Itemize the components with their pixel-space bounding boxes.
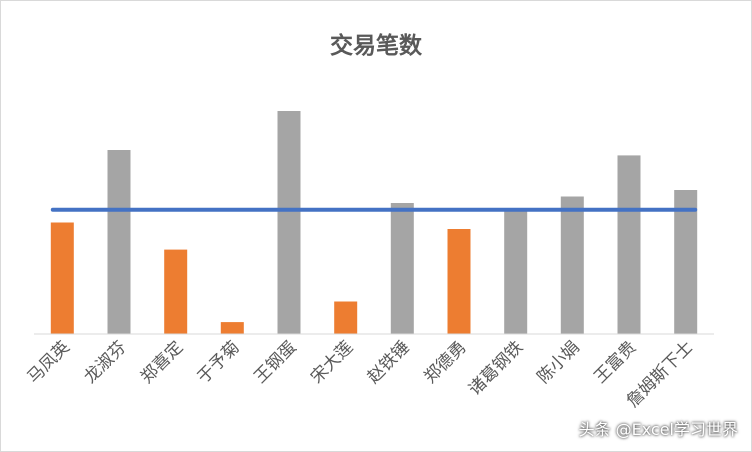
- x-tick-label: 宋大莲: [307, 337, 357, 387]
- x-tick-label: 郑喜定: [137, 337, 187, 387]
- bar: [674, 190, 698, 334]
- x-tick-label: 于予菊: [194, 337, 244, 387]
- x-tick-label: 王富贵: [590, 337, 640, 387]
- bar: [334, 301, 358, 334]
- bar: [560, 196, 584, 334]
- chart-title: 交易笔数: [330, 33, 422, 59]
- bar: [617, 155, 641, 334]
- x-tick-label: 诸葛钢铁: [465, 337, 527, 399]
- bar: [390, 203, 414, 334]
- bar: [164, 249, 188, 334]
- x-tick-label: 马凤英: [24, 337, 74, 387]
- x-tick-label: 郑德勇: [420, 337, 470, 387]
- x-tick-label: 王钢蛋: [250, 337, 300, 387]
- bar: [447, 229, 471, 334]
- bar: [220, 322, 244, 334]
- watermark: 头条 @Excel学习世界: [578, 420, 738, 439]
- bar: [50, 222, 74, 334]
- x-tick-label: 赵铁锤: [364, 337, 414, 387]
- bar: [107, 150, 131, 334]
- x-tick-label: 陈小娟: [534, 337, 584, 387]
- x-tick-label: 龙淑芬: [80, 337, 130, 387]
- bar: [504, 209, 528, 334]
- bar: [277, 111, 301, 334]
